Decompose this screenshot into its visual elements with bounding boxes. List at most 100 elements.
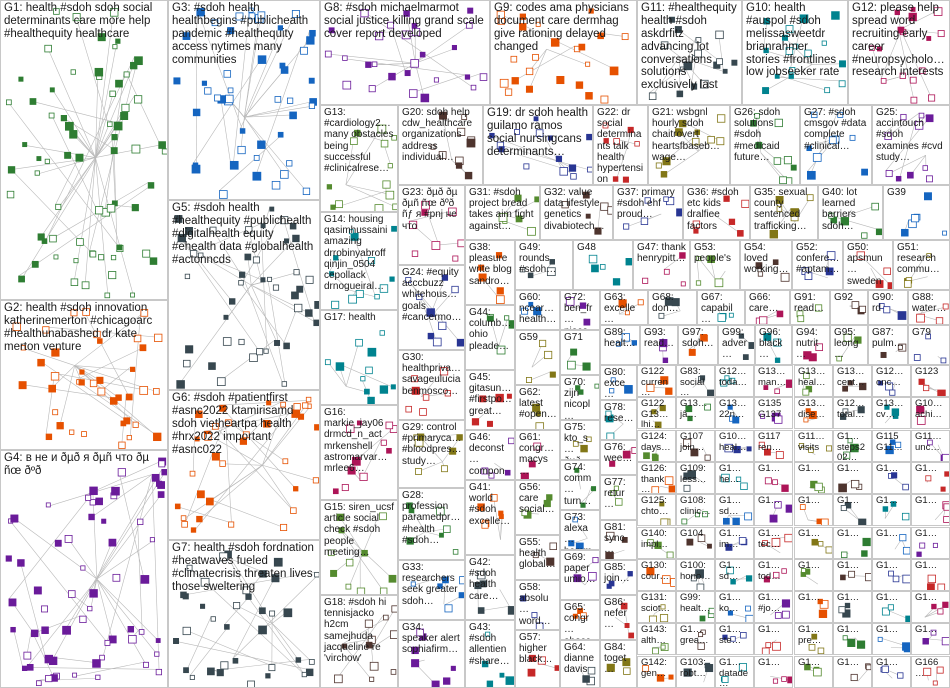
node	[622, 450, 631, 459]
node	[671, 298, 680, 307]
group-panel: G85: join…	[600, 560, 637, 595]
node	[745, 575, 753, 582]
node	[624, 623, 630, 628]
edge	[428, 318, 437, 342]
network-graph	[843, 438, 859, 459]
group-label: G1… datade…	[719, 657, 749, 688]
node	[858, 518, 867, 525]
group-label: G65: congr… ahocc…	[564, 602, 591, 639]
node	[885, 445, 894, 455]
group-label: G99: adver…	[722, 327, 748, 361]
node	[790, 208, 799, 217]
node	[760, 413, 766, 419]
group-panel: G1…	[872, 591, 911, 623]
node	[309, 29, 316, 37]
node	[772, 479, 778, 486]
node	[547, 135, 554, 141]
node	[75, 153, 84, 162]
group-label: G1… tec…	[758, 528, 781, 550]
network-graph	[643, 444, 659, 461]
node	[865, 573, 871, 582]
node	[239, 437, 248, 445]
node	[741, 199, 749, 208]
node	[248, 7, 254, 13]
network-graph	[521, 494, 553, 519]
node	[196, 515, 203, 523]
edge	[678, 29, 717, 59]
node	[721, 473, 730, 483]
node	[97, 33, 106, 42]
network-graph	[934, 501, 949, 523]
node	[110, 147, 118, 155]
edge	[442, 115, 452, 161]
group-panel: G89: healt…	[600, 325, 640, 365]
node	[600, 95, 609, 104]
node	[443, 525, 451, 533]
group-label: G94: nutrit…	[796, 327, 819, 361]
node	[690, 575, 697, 582]
group-panel: G7: health #sdoh fordnation #heatwaves f…	[168, 540, 320, 688]
network-graph	[520, 595, 544, 629]
node	[909, 76, 917, 84]
node	[131, 204, 139, 212]
group-label: G36: #sdoh etc kids dralfiee factors	[687, 187, 739, 232]
node	[856, 251, 865, 260]
node	[266, 400, 272, 406]
node	[781, 676, 787, 682]
node	[430, 144, 436, 150]
node	[790, 164, 797, 171]
edge	[338, 527, 384, 592]
group-panel: G1… sd…	[715, 559, 754, 591]
network-graph	[609, 447, 636, 467]
group-label: G13… cent…	[837, 366, 865, 388]
node	[549, 371, 556, 378]
node	[883, 306, 891, 314]
node	[267, 276, 273, 282]
node	[365, 641, 373, 649]
node	[81, 281, 90, 290]
group-label: G12: please help spread word recruiting …	[852, 2, 945, 79]
node	[96, 376, 104, 384]
node	[508, 320, 514, 329]
group-panel: G84: toget…	[600, 640, 637, 688]
network-graph	[881, 604, 910, 622]
network-graph	[913, 333, 947, 364]
node	[121, 103, 130, 112]
group-label: G13… dise…	[798, 398, 826, 420]
network-graph	[328, 512, 397, 594]
node	[714, 278, 724, 288]
node	[746, 446, 752, 452]
node	[942, 230, 948, 236]
group-panel: G108: clinic…	[676, 494, 715, 526]
node	[36, 680, 42, 687]
group-label: G46: deconst… compon… social…	[469, 432, 505, 479]
group-panel: G2: health #sdoh innovation katherinemer…	[0, 300, 168, 450]
node	[781, 568, 787, 574]
node	[403, 10, 410, 17]
node	[55, 203, 62, 210]
network-graph	[685, 403, 711, 422]
network-graph	[527, 654, 559, 677]
node	[177, 233, 186, 243]
node	[248, 12, 256, 20]
group-label: G71	[564, 332, 583, 343]
group-label: G60: ncear… health…	[519, 292, 557, 326]
node	[726, 566, 734, 575]
network-graph	[692, 195, 749, 237]
edge	[409, 210, 452, 222]
node	[763, 576, 770, 583]
node	[280, 523, 288, 531]
node	[943, 503, 949, 511]
node	[544, 350, 553, 360]
node	[693, 228, 699, 234]
group-panel: G81: sync…	[600, 520, 637, 560]
edge	[412, 74, 466, 93]
node	[549, 542, 557, 551]
group-panel: G91: read…	[790, 290, 830, 325]
edge	[212, 229, 240, 273]
group-panel: G1… steps202…	[833, 430, 872, 462]
edge	[371, 633, 394, 649]
edge	[31, 629, 55, 678]
node	[807, 170, 816, 180]
network-graph	[803, 343, 823, 362]
